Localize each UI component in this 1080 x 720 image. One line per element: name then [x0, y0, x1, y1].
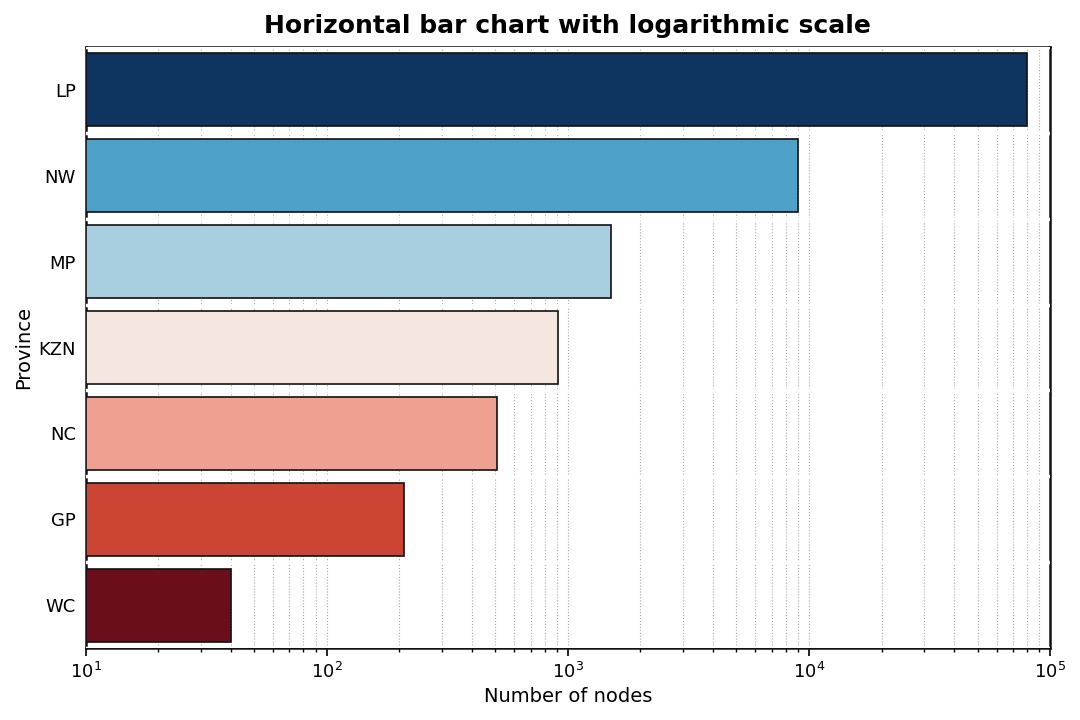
Title: Horizontal bar chart with logarithmic scale: Horizontal bar chart with logarithmic sc… [265, 14, 872, 38]
Bar [85, 139, 798, 212]
Bar [85, 569, 231, 642]
Y-axis label: Province: Province [14, 306, 32, 389]
Bar [85, 225, 611, 298]
Bar [85, 311, 558, 384]
Bar [85, 483, 405, 556]
X-axis label: Number of nodes: Number of nodes [484, 687, 652, 706]
Bar [85, 397, 498, 470]
Bar [85, 53, 1027, 126]
